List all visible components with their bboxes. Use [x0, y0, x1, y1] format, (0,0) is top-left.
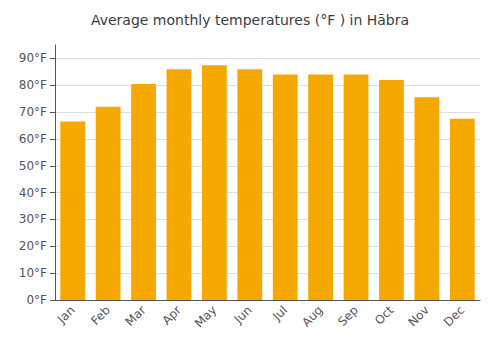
svg-text:30°F: 30°F	[19, 212, 47, 226]
svg-text:Feb: Feb	[88, 303, 113, 328]
svg-text:90°F: 90°F	[19, 51, 47, 65]
svg-text:70°F: 70°F	[19, 105, 47, 119]
svg-text:Mar: Mar	[123, 303, 149, 329]
svg-text:40°F: 40°F	[19, 186, 47, 200]
svg-text:Apr: Apr	[159, 303, 184, 328]
svg-text:Sep: Sep	[335, 303, 361, 329]
svg-text:0°F: 0°F	[26, 293, 47, 307]
svg-text:80°F: 80°F	[19, 78, 47, 92]
svg-text:60°F: 60°F	[19, 132, 47, 146]
svg-text:10°F: 10°F	[19, 266, 47, 280]
svg-text:Dec: Dec	[441, 303, 467, 329]
svg-text:Jan: Jan	[54, 303, 78, 327]
svg-text:May: May	[192, 303, 219, 330]
svg-text:Average monthly temperatures (: Average monthly temperatures (°F ) in Hā…	[91, 12, 409, 28]
svg-text:Nov: Nov	[405, 303, 431, 329]
svg-text:Oct: Oct	[372, 303, 397, 328]
svg-text:Jul: Jul	[269, 303, 290, 324]
svg-text:Aug: Aug	[299, 303, 325, 329]
svg-text:20°F: 20°F	[19, 239, 47, 253]
svg-text:Jun: Jun	[231, 303, 255, 327]
svg-text:50°F: 50°F	[19, 159, 47, 173]
